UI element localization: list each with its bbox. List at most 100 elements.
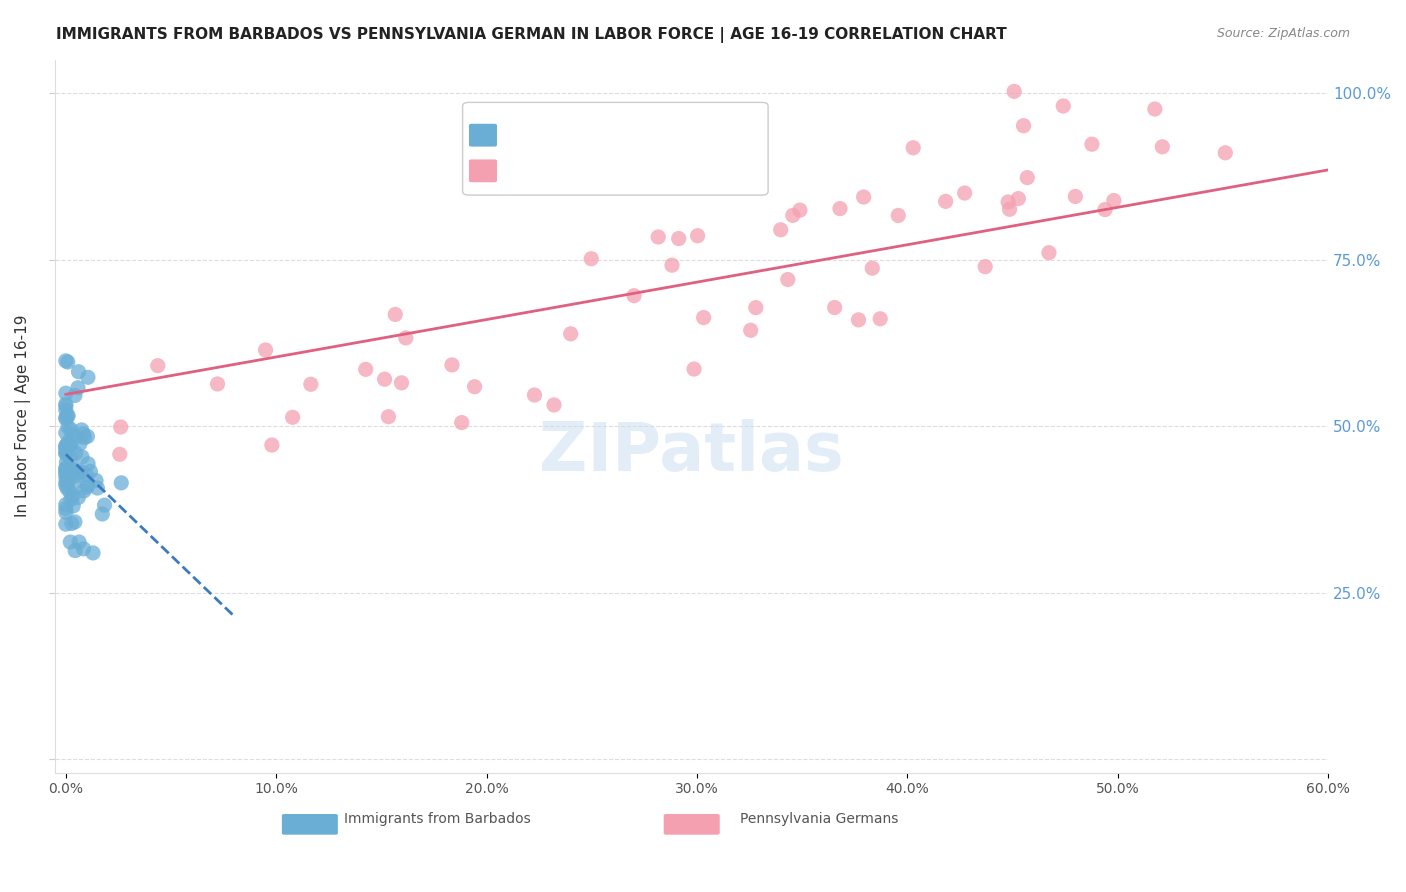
Immigrants from Barbados xyxy=(70,423,93,437)
Immigrants from Barbados xyxy=(55,440,77,454)
Immigrants from Barbados xyxy=(76,480,98,494)
Pennsylvania Germans xyxy=(1064,189,1087,203)
Immigrants from Barbados xyxy=(63,543,86,558)
Pennsylvania Germans xyxy=(686,228,709,243)
FancyBboxPatch shape xyxy=(470,160,496,182)
Pennsylvania Germans xyxy=(887,209,910,223)
Immigrants from Barbados xyxy=(56,444,79,458)
Pennsylvania Germans xyxy=(395,331,418,345)
Pennsylvania Germans xyxy=(1094,202,1116,217)
Immigrants from Barbados xyxy=(62,489,84,503)
Immigrants from Barbados xyxy=(67,535,90,549)
Immigrants from Barbados xyxy=(55,403,77,417)
Pennsylvania Germans xyxy=(1081,137,1104,152)
Immigrants from Barbados xyxy=(55,442,77,456)
Immigrants from Barbados xyxy=(76,429,98,443)
Immigrants from Barbados xyxy=(58,474,80,488)
Pennsylvania Germans xyxy=(901,141,924,155)
Immigrants from Barbados xyxy=(70,450,93,464)
Immigrants from Barbados xyxy=(82,546,104,560)
Pennsylvania Germans xyxy=(828,202,851,216)
Immigrants from Barbados xyxy=(55,444,77,458)
Text: R = -0.243   N = 83: R = -0.243 N = 83 xyxy=(488,128,647,141)
Pennsylvania Germans xyxy=(1213,145,1236,160)
Pennsylvania Germans xyxy=(464,380,486,394)
Immigrants from Barbados xyxy=(59,436,82,450)
Pennsylvania Germans xyxy=(440,358,463,372)
Pennsylvania Germans xyxy=(391,376,413,390)
FancyBboxPatch shape xyxy=(463,103,768,195)
Pennsylvania Germans xyxy=(1007,192,1029,206)
Immigrants from Barbados xyxy=(55,461,77,475)
FancyBboxPatch shape xyxy=(470,124,496,146)
Immigrants from Barbados xyxy=(55,354,77,368)
Pennsylvania Germans xyxy=(974,260,997,274)
Pennsylvania Germans xyxy=(1102,194,1125,208)
Immigrants from Barbados xyxy=(93,498,115,512)
Immigrants from Barbados xyxy=(59,450,82,465)
Pennsylvania Germans xyxy=(354,362,377,376)
Immigrants from Barbados xyxy=(60,462,83,476)
Immigrants from Barbados xyxy=(58,469,80,483)
Immigrants from Barbados xyxy=(55,455,77,469)
Immigrants from Barbados xyxy=(55,399,77,413)
Immigrants from Barbados xyxy=(55,475,77,490)
Pennsylvania Germans xyxy=(860,261,883,276)
Pennsylvania Germans xyxy=(661,258,683,272)
Pennsylvania Germans xyxy=(647,230,669,244)
Immigrants from Barbados xyxy=(73,431,96,445)
Text: R =  0.553   N = 60: R = 0.553 N = 60 xyxy=(488,163,647,177)
Pennsylvania Germans xyxy=(374,372,396,386)
Pennsylvania Germans xyxy=(581,252,603,266)
FancyBboxPatch shape xyxy=(664,814,720,835)
Immigrants from Barbados xyxy=(60,423,83,437)
Pennsylvania Germans xyxy=(623,288,645,302)
Y-axis label: In Labor Force | Age 16-19: In Labor Force | Age 16-19 xyxy=(15,315,31,517)
Immigrants from Barbados xyxy=(55,461,77,475)
Pennsylvania Germans xyxy=(769,223,792,237)
Immigrants from Barbados xyxy=(66,465,89,479)
Pennsylvania Germans xyxy=(1038,245,1060,260)
Pennsylvania Germans xyxy=(953,186,976,200)
Immigrants from Barbados xyxy=(66,468,89,483)
Pennsylvania Germans xyxy=(997,194,1019,209)
Immigrants from Barbados xyxy=(91,507,114,521)
Immigrants from Barbados xyxy=(55,505,77,519)
Immigrants from Barbados xyxy=(63,388,86,402)
Immigrants from Barbados xyxy=(55,517,77,532)
Immigrants from Barbados xyxy=(55,478,77,492)
Immigrants from Barbados xyxy=(59,440,82,454)
Pennsylvania Germans xyxy=(869,311,891,326)
Pennsylvania Germans xyxy=(776,272,799,286)
Pennsylvania Germans xyxy=(110,420,132,434)
Pennsylvania Germans xyxy=(1017,170,1039,185)
Pennsylvania Germans xyxy=(1012,119,1035,133)
Immigrants from Barbados xyxy=(58,463,80,477)
Pennsylvania Germans xyxy=(1002,84,1025,98)
Immigrants from Barbados xyxy=(56,481,79,495)
Immigrants from Barbados xyxy=(56,435,79,450)
Immigrants from Barbados xyxy=(56,420,79,434)
Pennsylvania Germans xyxy=(1143,102,1166,116)
Immigrants from Barbados xyxy=(55,467,77,481)
Pennsylvania Germans xyxy=(782,208,804,222)
Pennsylvania Germans xyxy=(384,307,406,321)
Pennsylvania Germans xyxy=(1052,99,1074,113)
Pennsylvania Germans xyxy=(848,313,870,327)
Immigrants from Barbados xyxy=(55,447,77,461)
Immigrants from Barbados xyxy=(66,381,89,395)
Immigrants from Barbados xyxy=(63,462,86,476)
Pennsylvania Germans xyxy=(207,376,229,391)
Immigrants from Barbados xyxy=(59,535,82,549)
Text: ZIPatlas: ZIPatlas xyxy=(540,418,844,484)
Immigrants from Barbados xyxy=(84,474,107,488)
Immigrants from Barbados xyxy=(77,457,100,471)
Immigrants from Barbados xyxy=(55,470,77,484)
Immigrants from Barbados xyxy=(56,409,79,423)
Pennsylvania Germans xyxy=(998,202,1021,217)
Text: Immigrants from Barbados: Immigrants from Barbados xyxy=(344,812,530,826)
Pennsylvania Germans xyxy=(146,359,169,373)
Immigrants from Barbados xyxy=(55,411,77,425)
Pennsylvania Germans xyxy=(299,377,322,392)
Pennsylvania Germans xyxy=(450,416,472,430)
